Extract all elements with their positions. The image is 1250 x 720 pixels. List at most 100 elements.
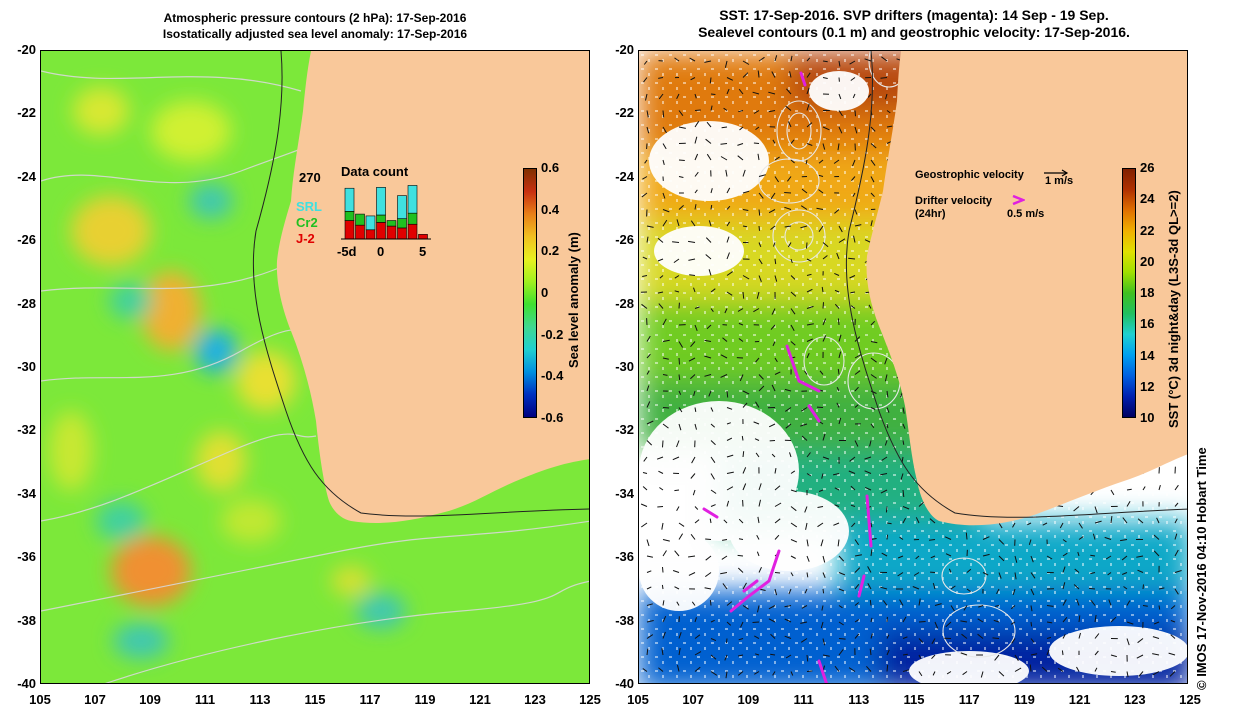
geostrophic-vector	[790, 258, 793, 264]
geostrophic-vector	[931, 638, 936, 645]
geostrophic-vector	[742, 209, 749, 211]
geostrophic-vector	[1094, 615, 1097, 623]
colorbar-tick-label: 0.4	[541, 201, 560, 217]
geostrophic-vector	[756, 291, 760, 299]
geostrophic-vector	[784, 618, 792, 623]
geostrophic-vector	[704, 60, 712, 63]
left-title-line2: Isostatically adjusted sea level anomaly…	[162, 27, 468, 41]
geostrophic-scale-arrow-icon	[1044, 169, 1069, 177]
geostrophic-vector	[771, 384, 776, 392]
sst-colorbar-title: SST (°C) 3d night&day (L3S-3d QL>=2)	[1166, 190, 1181, 428]
geostrophic-vector	[806, 323, 814, 326]
geostrophic-vector	[646, 370, 650, 375]
geostrophic-vector	[902, 506, 910, 510]
geostrophic-vector	[678, 126, 686, 129]
geostrophic-vector	[678, 648, 681, 656]
geostrophic-vector	[851, 176, 856, 182]
geostrophic-vector	[742, 605, 749, 610]
geostrophic-vector	[806, 273, 812, 276]
geostrophic-vector	[770, 225, 776, 230]
geostrophic-vector	[674, 586, 680, 590]
geostrophic-vector	[1046, 605, 1054, 607]
geostrophic-vector	[646, 634, 654, 639]
geostrophic-vector	[870, 126, 876, 132]
geostrophic-vector	[724, 60, 728, 68]
geostrophic-vector	[800, 423, 808, 427]
geostrophic-vector	[1076, 598, 1080, 606]
colorbar-tick-label: 0.6	[541, 160, 560, 175]
inset-bar-segment	[397, 195, 407, 219]
geostrophic-vector	[836, 386, 840, 392]
longitude-tick-label: 105	[29, 692, 51, 707]
geostrophic-vector	[672, 570, 680, 573]
geostrophic-vector	[774, 485, 781, 491]
right-map-title: SST: 17-Sep-2016. SVP drifters (magenta)…	[638, 7, 1190, 41]
geostrophic-vector	[902, 616, 907, 623]
geostrophic-vector	[977, 633, 984, 639]
geostrophic-vector	[643, 456, 648, 462]
geostrophic-vector	[993, 619, 1000, 623]
geostrophic-vector	[1152, 636, 1160, 639]
geostrophic-vector	[1153, 621, 1160, 625]
geostrophic-vector	[854, 386, 859, 392]
geostrophic-vector	[1061, 650, 1064, 656]
geostrophic-vector	[662, 615, 667, 623]
geostrophic-vector	[688, 555, 696, 558]
geostrophic-vector	[1042, 522, 1048, 526]
australia-landmass	[866, 51, 1187, 526]
geostrophic-vector	[741, 435, 744, 441]
geostrophic-vector	[1090, 572, 1096, 575]
geostrophic-vector	[738, 538, 744, 540]
geostrophic-vector	[1126, 600, 1131, 606]
geostrophic-vector	[832, 473, 840, 476]
geostrophic-vector	[785, 654, 792, 659]
geostrophic-vector	[817, 522, 824, 528]
geostrophic-vector	[742, 451, 745, 458]
geostrophic-vector	[1174, 588, 1179, 595]
geostrophic-vector	[886, 534, 889, 540]
geostrophic-vector	[710, 188, 713, 194]
geostrophic-vector	[822, 77, 828, 79]
geostrophic-vector	[1110, 516, 1113, 524]
geostrophic-vector	[768, 110, 776, 113]
latitude-tick-label: -20	[615, 42, 634, 57]
inset-bar-segment	[376, 214, 386, 223]
geostrophic-vector	[998, 555, 1005, 562]
geostrophic-vector	[688, 572, 696, 576]
geostrophic-vector	[709, 77, 712, 84]
geostrophic-vector	[837, 318, 840, 326]
geostrophic-vector	[705, 538, 712, 540]
geostrophic-vector	[850, 485, 856, 491]
geostrophic-vector	[965, 532, 968, 540]
geostrophic-vector	[1014, 654, 1019, 662]
geostrophic-vector	[806, 103, 810, 111]
geostrophic-vector	[657, 291, 664, 294]
geostrophic-vector	[742, 72, 749, 78]
inset-bar-segment	[397, 227, 407, 240]
geostrophic-vector	[787, 242, 792, 248]
geostrophic-vector	[806, 670, 813, 672]
geostrophic-vector	[822, 242, 829, 248]
geostrophic-vector	[838, 93, 842, 100]
geostrophic-vector	[1142, 605, 1148, 607]
geostrophic-vector	[771, 453, 776, 458]
geostrophic-vector	[867, 93, 872, 98]
latitude-tick-label: -34	[615, 485, 634, 501]
longitude-tick-label: 115	[903, 692, 925, 707]
geostrophic-vector	[1158, 484, 1161, 491]
colorbar-tick-label: -0.2	[541, 326, 564, 342]
geostrophic-vector	[689, 274, 696, 276]
latitude-tick-label: -20	[17, 42, 36, 57]
geostrophic-vector	[742, 291, 745, 299]
geostrophic-vector	[722, 337, 728, 342]
geostrophic-vector	[772, 341, 776, 347]
geostrophic-vector	[646, 385, 650, 392]
geostrophic-vector	[822, 572, 826, 578]
geostrophic-vector	[785, 423, 792, 429]
geostrophic-vector	[742, 225, 748, 228]
geostrophic-vector	[806, 288, 813, 293]
geostrophic-vector	[834, 504, 840, 507]
geostrophic-vector	[822, 255, 828, 260]
geostrophic-vector	[806, 473, 811, 477]
geostrophic-vector	[738, 110, 744, 113]
